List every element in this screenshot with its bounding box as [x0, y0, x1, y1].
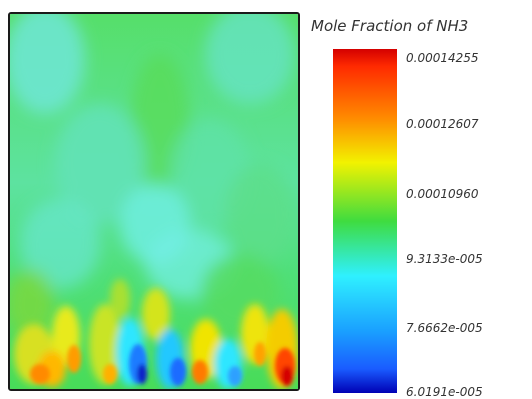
legend-label-3: 0.00010960	[406, 187, 479, 201]
legend-title: Mole Fraction of NH3	[311, 17, 469, 35]
legend-label-5: 7.6662e-005	[406, 321, 483, 335]
legend-label-4: 9.3133e-005	[406, 252, 483, 266]
legend-label-max: 0.00014255	[406, 51, 479, 65]
legend-label-2: 0.00012607	[406, 117, 479, 131]
color-bar	[333, 49, 397, 393]
contour-field	[10, 14, 298, 389]
legend-label-min: 6.0191e-005	[406, 385, 483, 399]
contour-plot	[8, 12, 300, 391]
